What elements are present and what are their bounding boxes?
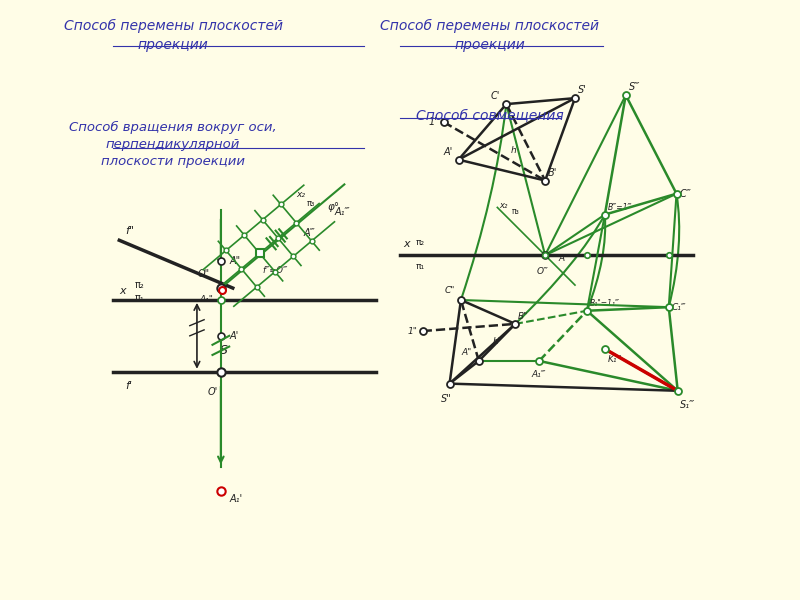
Text: S': S' [578, 85, 587, 95]
Text: A‴: A‴ [558, 254, 569, 263]
Text: O": O" [198, 269, 210, 279]
Text: f': f' [126, 380, 132, 391]
Text: S": S" [442, 394, 452, 404]
Text: φ°: φ° [328, 202, 340, 212]
Text: 1": 1" [408, 326, 418, 335]
Text: h': h' [510, 146, 518, 155]
Text: B': B' [548, 167, 558, 178]
Text: S‴: S‴ [629, 82, 640, 92]
Text: A₁": A₁" [200, 295, 214, 304]
Text: A₁‴: A₁‴ [334, 207, 350, 217]
Text: 1': 1' [429, 117, 438, 127]
Text: C": C" [445, 286, 455, 295]
Text: x₂: x₂ [296, 190, 305, 199]
Text: S: S [220, 344, 228, 357]
Text: A₁‴: A₁‴ [532, 370, 546, 379]
Text: B₁"=1₁‴: B₁"=1₁‴ [590, 299, 620, 308]
Text: A": A" [462, 349, 472, 358]
Text: π₂: π₂ [416, 238, 426, 247]
Text: S₁‴: S₁‴ [680, 400, 695, 410]
Text: Способ перемены плоскостей
проекции: Способ перемены плоскостей проекции [380, 19, 599, 52]
Text: C‴: C‴ [679, 188, 691, 199]
Text: π₁: π₁ [416, 262, 426, 271]
Text: C₁‴: C₁‴ [672, 302, 686, 311]
Text: A‴: A‴ [304, 228, 315, 238]
Text: A₁': A₁' [230, 494, 243, 504]
Text: x₂: x₂ [499, 202, 507, 211]
Text: A': A' [230, 331, 239, 341]
Text: K₁‴: K₁‴ [608, 355, 622, 364]
Text: B": B" [518, 312, 529, 321]
Text: f‴≡O‴: f‴≡O‴ [262, 266, 288, 275]
Text: π₁: π₁ [134, 293, 144, 303]
Text: O': O' [207, 386, 218, 397]
Text: x: x [403, 239, 410, 249]
Text: O‴: O‴ [536, 267, 548, 276]
Text: A': A' [443, 146, 453, 157]
Text: f": f" [126, 226, 134, 236]
Text: x: x [119, 286, 126, 296]
Text: A": A" [230, 256, 241, 266]
Text: Способ перемены плоскостей
проекции: Способ перемены плоскостей проекции [63, 19, 282, 52]
Text: h": h" [493, 337, 502, 346]
Text: π₃: π₃ [306, 199, 314, 208]
Text: C': C' [491, 91, 500, 101]
Text: π₂: π₂ [134, 280, 144, 290]
Text: Способ совмещения: Способ совмещения [416, 109, 563, 123]
Text: B‴=1‴: B‴=1‴ [608, 203, 632, 212]
Text: Способ вращения вокруг оси,
перпендикулярной
плоскости проекции: Способ вращения вокруг оси, перпендикуля… [69, 121, 277, 168]
Text: π₃: π₃ [512, 208, 520, 217]
